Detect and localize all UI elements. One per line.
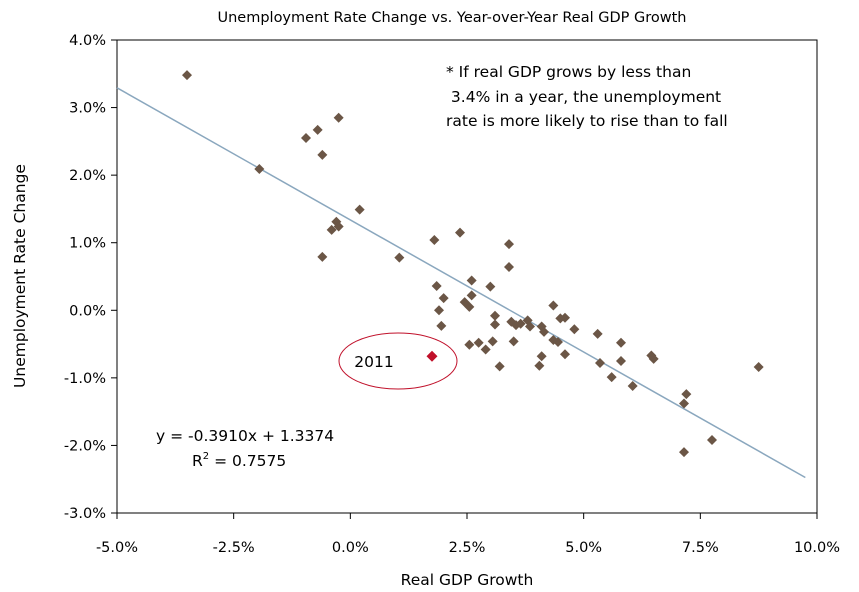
data-point — [182, 70, 192, 81]
trend-equation: y = -0.3910x + 1.3374 — [156, 427, 334, 445]
annotation-note: * If real GDP grows by less than 3.4% in… — [446, 63, 728, 130]
y-tick-label: 0.0% — [69, 303, 106, 319]
svg-text:* If real GDP grows by less th: * If real GDP grows by less than — [446, 63, 691, 81]
y-tick-label: 3.0% — [69, 101, 106, 117]
data-point — [429, 235, 440, 246]
data-point — [525, 321, 535, 332]
data-point — [504, 239, 514, 250]
data-point — [548, 300, 559, 311]
data-point — [434, 305, 444, 316]
svg-text:rate is more likely to rise th: rate is more likely to rise than to fall — [446, 112, 728, 130]
data-point — [485, 281, 496, 292]
highlight-point — [426, 350, 438, 362]
data-point — [679, 447, 689, 458]
y-tick-label: -3.0% — [64, 506, 106, 522]
data-point — [616, 355, 626, 366]
data-point — [354, 204, 365, 215]
data-point — [312, 124, 323, 135]
y-tick-label: 1.0% — [69, 236, 106, 252]
data-point — [466, 290, 477, 301]
data-point — [464, 301, 475, 312]
data-point — [480, 344, 491, 355]
x-tick-label: 0.0% — [332, 540, 369, 556]
data-point — [438, 293, 449, 304]
r-squared: R2 = 0.7575 — [192, 451, 286, 470]
data-point — [534, 360, 545, 371]
data-point — [504, 262, 514, 273]
y-axis-ticks: 4.0% 3.0% 2.0% 1.0% 0.0% -1.0% -2.0% -3.0% — [64, 33, 117, 522]
data-point — [595, 357, 605, 368]
x-tick-label: 7.5% — [682, 540, 719, 556]
data-point — [553, 337, 563, 348]
data-point — [616, 337, 626, 348]
data-point — [536, 351, 547, 362]
data-point — [473, 337, 484, 348]
x-tick-label: -2.5% — [213, 540, 255, 556]
data-point — [627, 380, 638, 391]
data-points — [182, 70, 764, 458]
chart-title: Unemployment Rate Change vs. Year-over-Y… — [217, 10, 686, 26]
r-squared-value: = 0.7575 — [209, 452, 286, 470]
data-point — [569, 324, 580, 335]
data-point — [394, 252, 405, 263]
y-tick-label: 2.0% — [69, 168, 106, 184]
x-tick-label: -5.0% — [96, 540, 138, 556]
data-point — [333, 221, 344, 232]
data-point — [326, 224, 337, 235]
data-point — [466, 275, 477, 286]
data-point — [254, 164, 265, 175]
data-point — [301, 132, 311, 143]
data-point — [333, 112, 344, 123]
data-point — [592, 328, 603, 339]
y-tick-label: -1.0% — [64, 371, 106, 387]
data-point — [681, 389, 692, 400]
y-axis-label: Unemployment Rate Change — [11, 164, 29, 388]
data-point — [679, 398, 689, 409]
data-point — [464, 339, 475, 350]
y-tick-label: 4.0% — [69, 33, 106, 49]
highlight-ellipse — [338, 332, 458, 390]
data-point — [515, 318, 526, 329]
data-point — [560, 349, 570, 360]
data-point — [431, 280, 442, 291]
r-squared-label: R — [192, 452, 203, 470]
x-tick-label: 2.5% — [449, 540, 486, 556]
data-point — [707, 435, 717, 446]
data-point — [490, 319, 500, 330]
data-point — [560, 312, 570, 323]
r-squared-sup: 2 — [203, 451, 209, 462]
data-point — [753, 362, 764, 373]
data-point — [490, 310, 500, 321]
data-point — [317, 251, 328, 262]
svg-text:3.4% in a year, the unemployme: 3.4% in a year, the unemployment — [446, 88, 721, 106]
data-point — [648, 353, 659, 364]
data-point — [606, 372, 617, 383]
trend-line — [116, 87, 806, 479]
data-point — [455, 227, 465, 238]
data-point — [539, 326, 549, 337]
data-point — [317, 149, 328, 160]
x-axis-label: Real GDP Growth — [401, 571, 534, 589]
data-point — [487, 336, 498, 347]
x-axis-ticks: -5.0% -2.5% 0.0% 2.5% 5.0% 7.5% 10.0% — [96, 513, 840, 556]
data-point — [508, 336, 519, 347]
y-tick-label: -2.0% — [64, 438, 106, 454]
data-point — [436, 320, 447, 331]
data-point — [494, 361, 505, 372]
x-tick-label: 5.0% — [565, 540, 602, 556]
highlight-label: 2011 — [354, 353, 393, 371]
x-tick-label: 10.0% — [794, 540, 840, 556]
